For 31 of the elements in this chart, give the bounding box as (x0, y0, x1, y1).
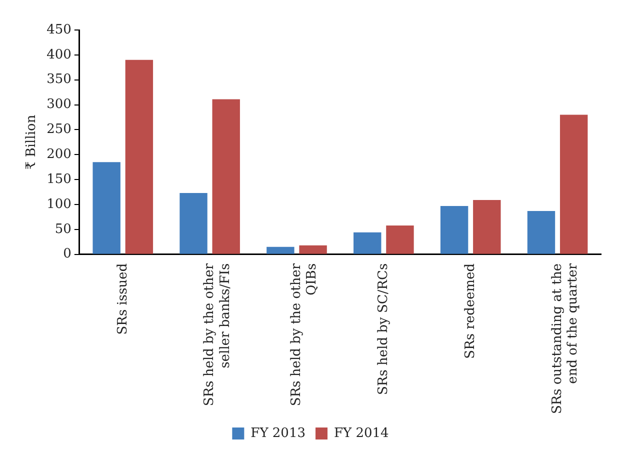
bar (560, 114, 588, 254)
bar (354, 232, 382, 254)
y-tick-label: 400 (46, 47, 72, 62)
x-tick-label: SRs held by the other QIBs (289, 262, 320, 406)
x-tick-label: SRs outstanding at the end of the quarter (550, 262, 581, 414)
x-tick-label: SRs held by SC/RCs (376, 263, 392, 395)
y-tick-label: 150 (46, 172, 72, 187)
y-tick-label: 0 (63, 246, 72, 262)
bar (180, 193, 208, 254)
y-tick-label: 100 (46, 196, 72, 212)
bar (386, 225, 414, 254)
x-tick-label: SRs held by the other seller banks/FIs (202, 262, 233, 406)
bar (266, 246, 294, 254)
y-tick-label: 350 (46, 72, 72, 88)
x-tick-label: SRs redeemed (462, 263, 478, 359)
y-tick-label: 250 (46, 122, 72, 138)
x-tick-label: SRs issued (115, 263, 130, 335)
y-tick-label: 300 (46, 97, 72, 112)
y-tick-label: 450 (46, 22, 72, 38)
bar (440, 206, 468, 254)
legend-label: FY 2014 (334, 426, 389, 441)
y-tick-label: 50 (54, 222, 72, 237)
y-tick-label: 200 (46, 147, 72, 162)
bar (527, 210, 556, 254)
y-axis-title: ₹ Billion (24, 114, 40, 170)
legend-label: FY 2013 (250, 426, 306, 441)
bar (473, 200, 501, 254)
bar (125, 60, 154, 254)
bar (92, 162, 120, 254)
bar (299, 245, 327, 254)
bar (212, 99, 240, 254)
